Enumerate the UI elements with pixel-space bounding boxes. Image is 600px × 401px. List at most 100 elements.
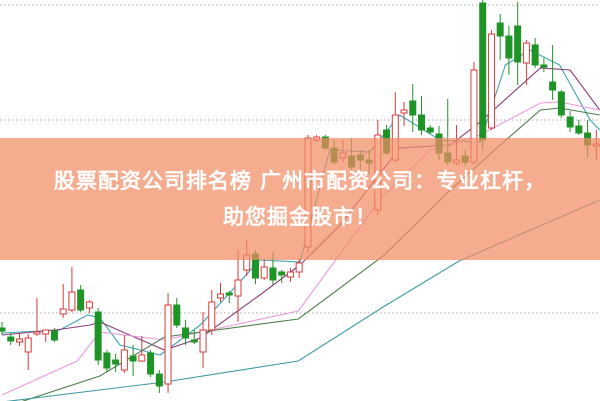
- candle-down: [50, 328, 58, 342]
- candle-body: [531, 44, 539, 66]
- candle-down: [549, 45, 557, 100]
- candle-up: [164, 293, 172, 393]
- candle-body: [409, 100, 417, 116]
- candle-up: [24, 334, 32, 370]
- candle-body: [182, 327, 190, 339]
- candle-up: [120, 335, 128, 373]
- candle-up: [59, 284, 67, 318]
- candle-body: [400, 109, 408, 114]
- candle-body: [557, 91, 565, 116]
- candle-down: [103, 350, 111, 372]
- candle-down: [147, 350, 155, 377]
- candle-body: [24, 337, 32, 353]
- candle-up: [68, 267, 76, 312]
- candle-body: [278, 271, 286, 276]
- title-banner: 股票配资公司排名榜 广州市配资公司：专业杠杆， 助您掘金股市！: [0, 138, 600, 260]
- candle-up: [522, 40, 530, 85]
- candle-body: [173, 304, 181, 326]
- candle-body: [68, 291, 76, 311]
- candle-body: [85, 301, 93, 309]
- candle-body: [155, 373, 163, 387]
- banner-title-line-1: 股票配资公司排名榜 广州市配资公司：专业杠杆，: [53, 169, 547, 193]
- candle-down: [496, 14, 504, 60]
- candle-body: [514, 25, 522, 63]
- candle-down: [575, 120, 583, 135]
- candle-body: [129, 355, 137, 362]
- candle-up: [15, 333, 23, 346]
- candle-body: [549, 81, 557, 91]
- candle-down: [155, 370, 163, 393]
- candle-down: [531, 38, 539, 68]
- candle-body: [94, 311, 102, 361]
- candle-body: [50, 330, 58, 341]
- candle-body: [147, 352, 155, 375]
- candle-down: [426, 125, 434, 134]
- candle-body: [269, 267, 277, 281]
- candle-up: [199, 312, 207, 368]
- candle-down: [0, 322, 6, 335]
- candle-body: [42, 329, 50, 335]
- candle-body: [487, 33, 495, 129]
- candle-down: [182, 320, 190, 345]
- candle-body: [496, 22, 504, 37]
- candle-up: [138, 336, 146, 362]
- candle-down: [7, 333, 15, 345]
- candle-body: [260, 266, 268, 279]
- candle-body: [295, 262, 303, 273]
- candle-down: [505, 26, 513, 75]
- candle-up: [208, 290, 216, 335]
- candle-body: [234, 279, 242, 297]
- candle-body: [77, 289, 85, 311]
- candle-up: [286, 268, 294, 282]
- banner-title-line-2: 助您掘金股市！: [223, 205, 377, 229]
- candle-up: [33, 298, 41, 336]
- candle-up: [234, 250, 242, 322]
- candle-down: [540, 58, 548, 72]
- candle-body: [33, 331, 41, 335]
- candle-down: [94, 308, 102, 365]
- candle-body: [286, 271, 294, 278]
- candle-body: [426, 127, 434, 133]
- candle-up: [85, 300, 93, 313]
- candle-up: [217, 283, 224, 302]
- candle-down: [479, 0, 487, 150]
- candle-down: [77, 285, 85, 312]
- candle-body: [7, 336, 15, 342]
- candle-down: [557, 90, 565, 118]
- candle-body: [120, 349, 128, 371]
- candle-down: [278, 270, 286, 283]
- candle-body: [575, 125, 583, 134]
- candle-down: [112, 354, 120, 372]
- candle-body: [138, 354, 146, 362]
- candle-body: [522, 42, 530, 64]
- candle-down: [173, 298, 181, 328]
- candle-body: [479, 2, 487, 141]
- candle-body: [59, 308, 67, 315]
- candle-down: [566, 111, 574, 132]
- candle-body: [225, 292, 233, 296]
- candle-down: [409, 84, 417, 132]
- candle-down: [418, 96, 426, 135]
- candle-up: [260, 258, 268, 280]
- candle-down: [129, 345, 137, 376]
- candle-body: [418, 114, 426, 131]
- candle-body: [208, 301, 216, 331]
- candle-body: [217, 293, 224, 299]
- candle-body: [164, 304, 172, 385]
- candle-body: [190, 339, 198, 343]
- candle-body: [0, 327, 6, 332]
- candle-body: [112, 359, 120, 365]
- candle-body: [505, 35, 513, 59]
- candle-body: [540, 64, 548, 68]
- candle-up: [295, 258, 303, 278]
- candle-body: [566, 116, 574, 128]
- candle-down: [190, 330, 198, 344]
- candle-body: [15, 338, 23, 343]
- candle-up: [42, 329, 50, 342]
- candle-body: [199, 329, 207, 353]
- candle-down: [225, 291, 233, 303]
- candle-body: [103, 352, 111, 369]
- candle-down: [514, 2, 522, 85]
- candle-up: [400, 102, 408, 126]
